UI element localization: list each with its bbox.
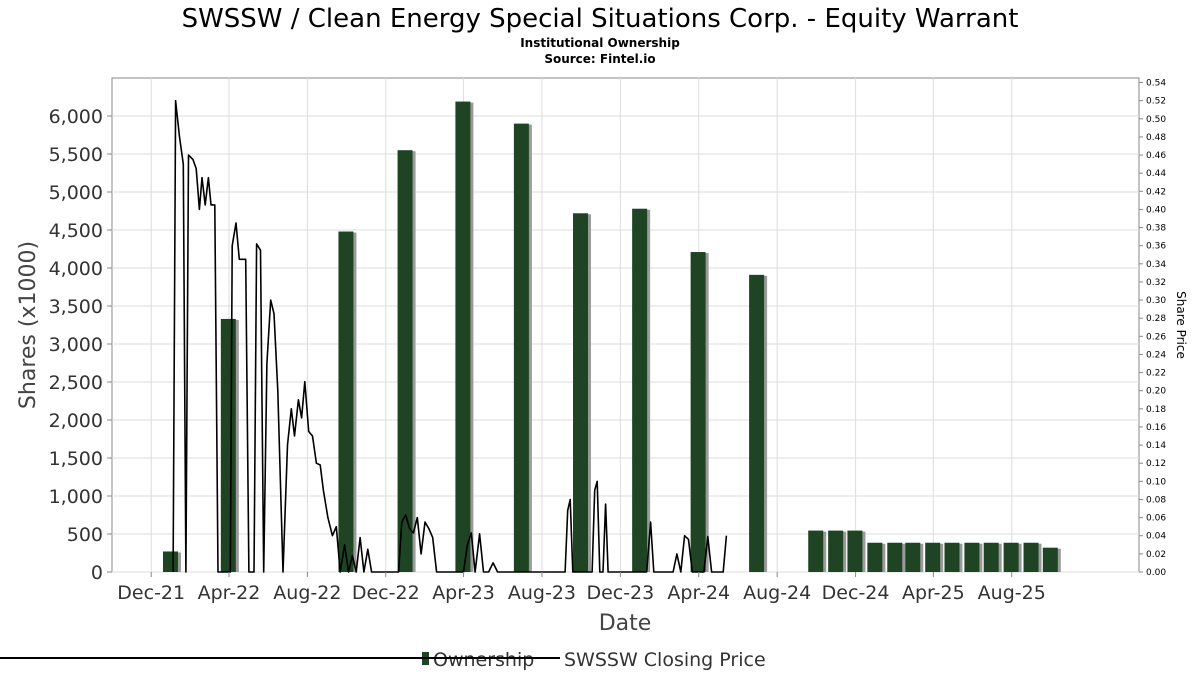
ownership-bar bbox=[828, 530, 844, 572]
closing-price-line bbox=[172, 99, 728, 573]
ownership-bar bbox=[455, 101, 471, 572]
y2-axis-label: Share Price bbox=[1174, 291, 1188, 359]
y2-tick-label: 0.02 bbox=[1146, 550, 1166, 560]
x-tick-label: Apr-23 bbox=[432, 582, 495, 604]
y2-tick-label: 0.30 bbox=[1146, 296, 1166, 306]
y2-tick-label: 0.18 bbox=[1146, 405, 1166, 415]
y2-tick-label: 0.22 bbox=[1146, 369, 1166, 379]
y2-tick-label: 0.34 bbox=[1146, 260, 1166, 270]
y-axis-label: Shares (x1000) bbox=[16, 241, 41, 409]
y2-tick-label: 0.28 bbox=[1146, 314, 1166, 324]
chart-subtitle-line-2: Source: Fintel.io bbox=[544, 52, 655, 66]
ownership-bar bbox=[162, 551, 178, 572]
x-tick-label: Aug-23 bbox=[508, 582, 576, 604]
y-tick-label: 2,500 bbox=[49, 372, 103, 394]
x-axis-label: Date bbox=[599, 611, 652, 636]
legend: Ownership SWSSW Closing Price bbox=[0, 649, 766, 671]
ownership-bar bbox=[808, 530, 824, 572]
ownership-bar bbox=[867, 542, 883, 572]
y-tick-label: 4,000 bbox=[49, 258, 103, 280]
y-tick-label: 3,000 bbox=[49, 334, 103, 356]
y-tick-label: 1,500 bbox=[49, 448, 103, 470]
y2-tick-label: 0.54 bbox=[1146, 79, 1166, 89]
ownership-bar bbox=[573, 213, 589, 572]
x-tick-label: Dec-21 bbox=[117, 582, 185, 604]
y2-tick-label: 0.12 bbox=[1146, 459, 1166, 469]
y2-tick-label: 0.44 bbox=[1146, 169, 1166, 179]
y2-tick-label: 0.14 bbox=[1146, 441, 1166, 451]
x-tick-label: Apr-24 bbox=[667, 582, 730, 604]
y-tick-label: 3,500 bbox=[49, 296, 103, 318]
ownership-bar bbox=[964, 542, 980, 572]
y-tick-label: 6,000 bbox=[49, 106, 103, 128]
x-tick-label: Dec-23 bbox=[586, 582, 654, 604]
y-tick-label: 4,500 bbox=[49, 220, 103, 242]
x-tick-label: Aug-22 bbox=[273, 582, 341, 604]
x-tick-label: Apr-22 bbox=[198, 582, 261, 604]
y2-tick-label: 0.36 bbox=[1146, 242, 1166, 252]
y2-tick-label: 0.48 bbox=[1146, 133, 1166, 143]
y2-tick-label: 0.20 bbox=[1146, 387, 1166, 397]
y2-tick-label: 0.10 bbox=[1146, 477, 1166, 487]
ownership-bar bbox=[905, 542, 921, 572]
price-line bbox=[172, 99, 728, 573]
y2-tick-label: 0.42 bbox=[1146, 187, 1166, 197]
x-tick-label: Aug-24 bbox=[743, 582, 811, 604]
x-tick-label: Apr-25 bbox=[902, 582, 965, 604]
y2-tick-label: 0.46 bbox=[1146, 151, 1166, 161]
y2-tick-label: 0.52 bbox=[1146, 97, 1166, 107]
ownership-bar bbox=[749, 274, 765, 572]
ownership-bar bbox=[220, 318, 236, 572]
legend-price-label: SWSSW Closing Price bbox=[564, 649, 766, 671]
x-tick-label: Dec-22 bbox=[352, 582, 420, 604]
y2-tick-label: 0.38 bbox=[1146, 224, 1166, 234]
y-tick-label: 5,500 bbox=[49, 144, 103, 166]
y-tick-label: 2,000 bbox=[49, 410, 103, 432]
chart-title: SWSSW / Clean Energy Special Situations … bbox=[182, 4, 1019, 34]
y-tick-label: 0 bbox=[91, 562, 103, 584]
ownership-bar bbox=[632, 208, 648, 572]
y-tick-label: 500 bbox=[67, 524, 103, 546]
y-tick-label: 5,000 bbox=[49, 182, 103, 204]
legend-ownership-label: Ownership bbox=[433, 649, 534, 671]
ownership-bar bbox=[1023, 542, 1039, 572]
ownership-bar bbox=[925, 542, 941, 572]
ownership-bar bbox=[983, 542, 999, 572]
ownership-bar bbox=[338, 231, 354, 572]
ownership-bar bbox=[944, 542, 960, 572]
x-axis-ticks: Dec-21 Apr-22 Aug-22 Dec-22 Apr-23 Aug-23 Dec-… bbox=[117, 572, 1046, 604]
plot-area bbox=[111, 77, 1140, 573]
ownership-bar bbox=[513, 123, 529, 572]
chart-subtitle-line-1: Institutional Ownership bbox=[520, 36, 680, 50]
y2-tick-label: 0.00 bbox=[1146, 568, 1166, 578]
ownership-bar bbox=[887, 542, 903, 572]
ownership-bar bbox=[847, 530, 863, 572]
ownership-bar bbox=[397, 150, 413, 572]
y2-tick-label: 0.40 bbox=[1146, 205, 1166, 215]
right-axis-ticks: 0.00 0.02 0.04 0.06 0.08 0.10 0.12 0.14 0.16 0.18… bbox=[1139, 79, 1166, 578]
y2-tick-label: 0.50 bbox=[1146, 115, 1166, 125]
y2-tick-label: 0.24 bbox=[1146, 350, 1166, 360]
x-tick-label: Dec-24 bbox=[822, 582, 890, 604]
y2-tick-label: 0.06 bbox=[1146, 514, 1166, 524]
y2-tick-label: 0.16 bbox=[1146, 423, 1166, 433]
ownership-bar bbox=[690, 252, 706, 573]
x-tick-label: Aug-25 bbox=[978, 582, 1046, 604]
ownership-bar bbox=[1042, 547, 1058, 572]
y2-tick-label: 0.04 bbox=[1146, 532, 1166, 542]
y2-tick-label: 0.32 bbox=[1146, 278, 1166, 288]
ownership-bar bbox=[1003, 542, 1019, 572]
y-tick-label: 1,000 bbox=[49, 486, 103, 508]
left-axis-ticks: 0 500 1,000 1,500 2,000 2,500 3,000 3,500 4,000 4… bbox=[49, 106, 112, 584]
y2-tick-label: 0.08 bbox=[1146, 495, 1166, 505]
y2-tick-label: 0.26 bbox=[1146, 332, 1166, 342]
ownership-bars bbox=[162, 101, 1061, 573]
